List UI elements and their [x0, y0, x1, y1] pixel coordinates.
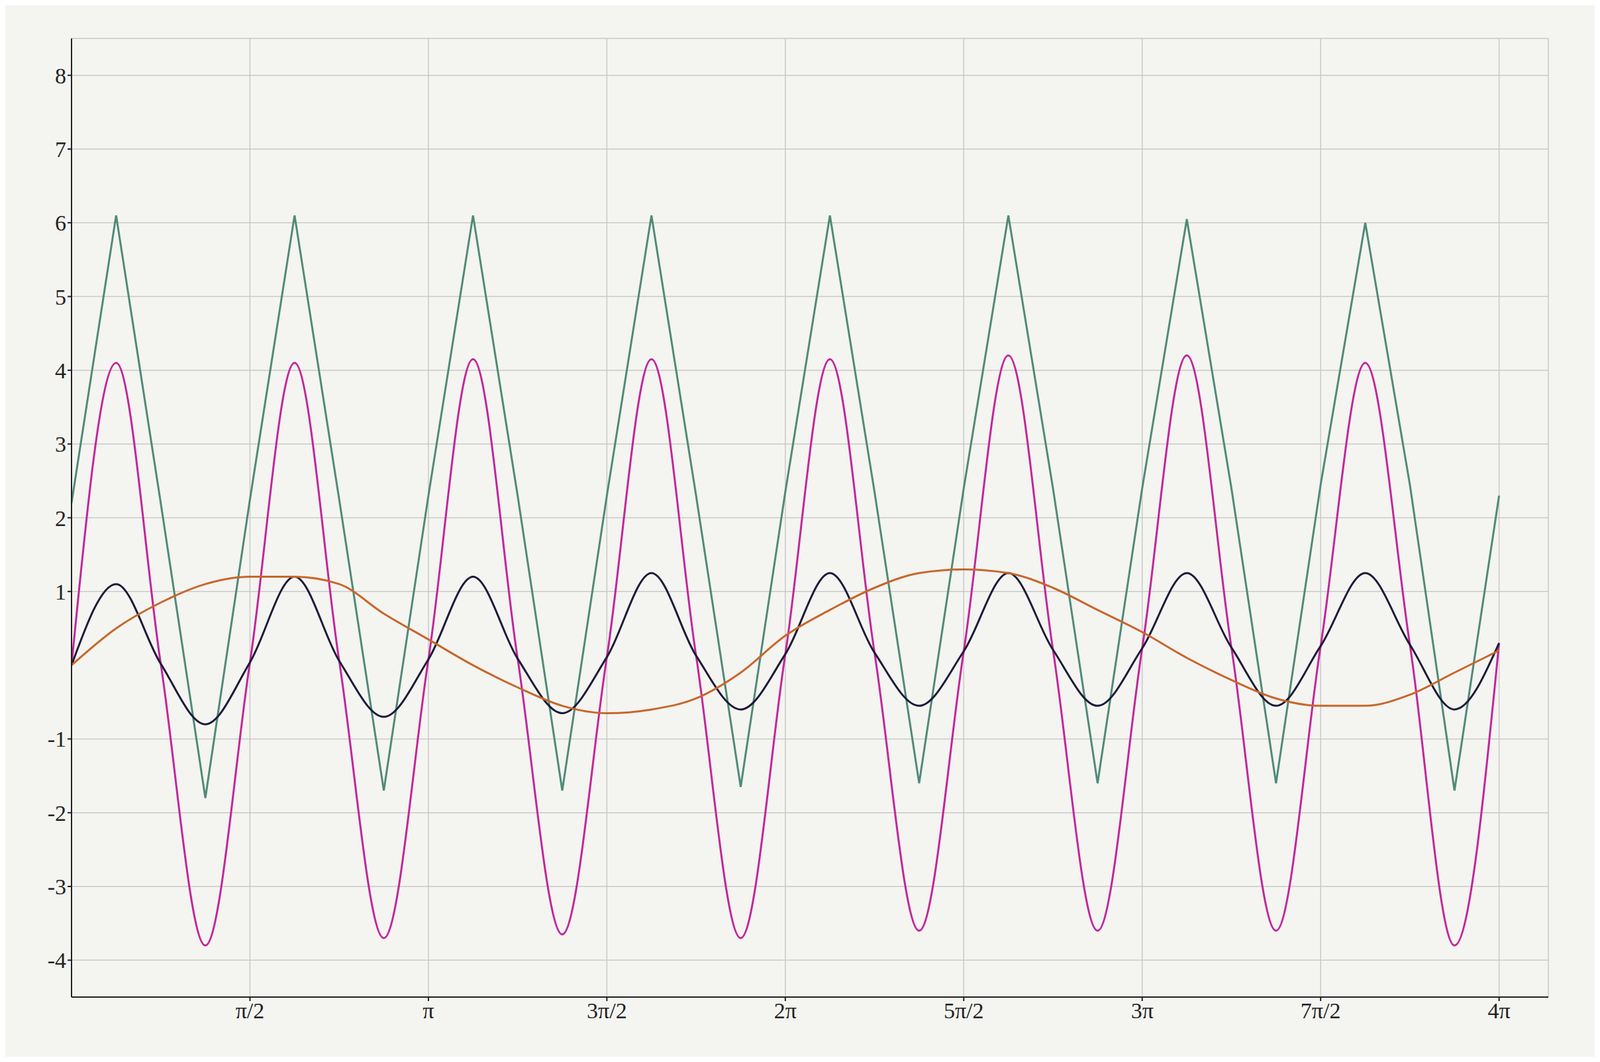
svg-text:7π/2: 7π/2: [1300, 998, 1342, 1023]
svg-text:π: π: [422, 998, 434, 1023]
svg-text:3: 3: [54, 431, 67, 457]
svg-text:3π: 3π: [1131, 998, 1154, 1023]
svg-text:3π/2: 3π/2: [586, 998, 628, 1023]
svg-text:π/2: π/2: [235, 998, 265, 1023]
svg-text:5: 5: [54, 284, 67, 310]
svg-text:5π/2: 5π/2: [943, 998, 985, 1023]
svg-text:2: 2: [54, 505, 67, 531]
svg-text:-4: -4: [47, 947, 67, 973]
svg-text:1: 1: [54, 579, 67, 604]
svg-text:2π: 2π: [774, 998, 797, 1023]
svg-text:7: 7: [54, 137, 67, 162]
svg-text:-3: -3: [47, 874, 67, 899]
svg-text:6: 6: [54, 210, 67, 236]
svg-text:4π: 4π: [1488, 998, 1511, 1023]
svg-text:4: 4: [54, 358, 67, 383]
svg-text:8: 8: [54, 63, 67, 89]
svg-text:-2: -2: [47, 800, 67, 826]
svg-text:-1: -1: [47, 726, 67, 751]
